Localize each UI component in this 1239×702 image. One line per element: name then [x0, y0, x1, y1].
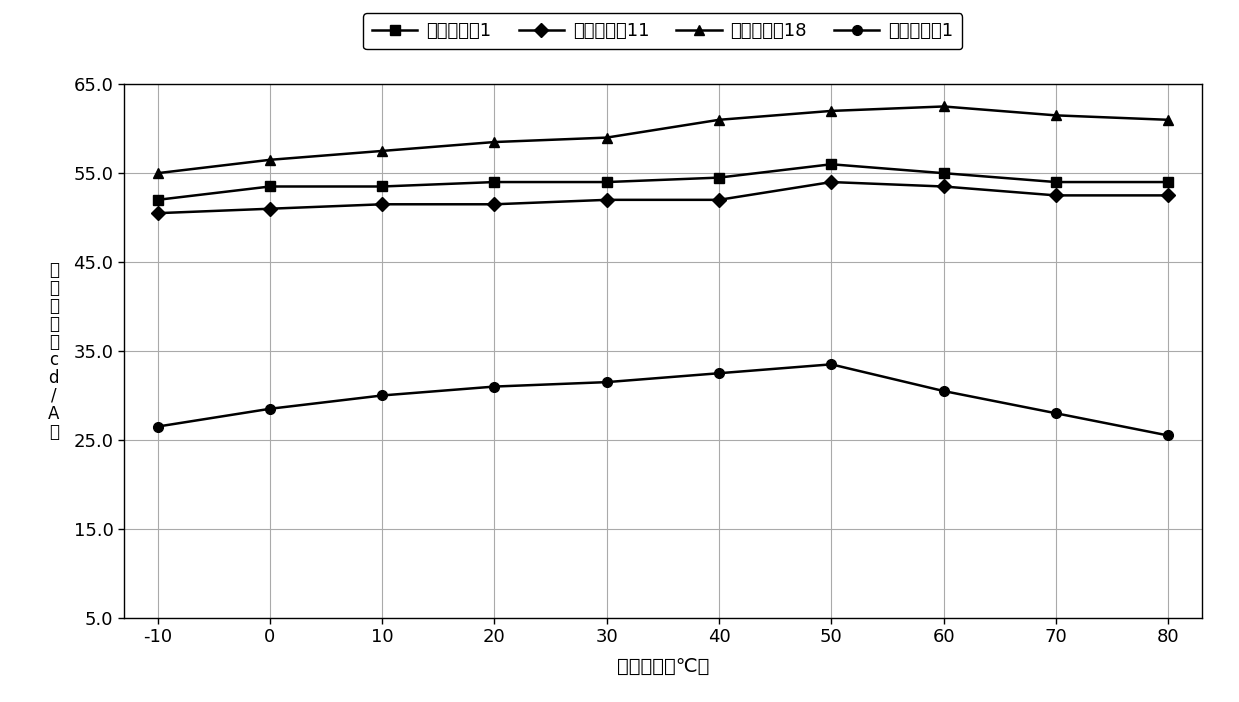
- 器件实施例1: [824, 160, 839, 168]
- 器件实施例18: [824, 107, 839, 115]
- 器件实施例18: [600, 133, 615, 142]
- 器件比较例1: [824, 360, 839, 369]
- 器件实施例18: [1048, 111, 1063, 119]
- 器件实施例1: [374, 183, 389, 191]
- Legend: 器件实施例1, 器件实施例11, 器件实施例18, 器件比较例1: 器件实施例1, 器件实施例11, 器件实施例18, 器件比较例1: [363, 13, 963, 49]
- 器件比较例1: [600, 378, 615, 386]
- 器件实施例1: [1048, 178, 1063, 186]
- 器件比较例1: [487, 383, 502, 391]
- 器件实施例18: [487, 138, 502, 146]
- 器件比较例1: [1161, 431, 1176, 439]
- Text: 电
流
效
率
（
c
d
/
A
）: 电 流 效 率 （ c d / A ）: [48, 261, 59, 441]
- 器件实施例1: [937, 169, 952, 178]
- 器件实施例11: [824, 178, 839, 186]
- 器件比较例1: [374, 391, 389, 399]
- 器件实施例18: [711, 116, 726, 124]
- X-axis label: 测量温度（℃）: 测量温度（℃）: [617, 657, 709, 676]
- 器件实施例11: [1048, 191, 1063, 199]
- 器件实施例11: [374, 200, 389, 208]
- 器件实施例1: [150, 196, 165, 204]
- Line: 器件比较例1: 器件比较例1: [152, 359, 1173, 440]
- 器件实施例11: [487, 200, 502, 208]
- 器件实施例1: [263, 183, 278, 191]
- 器件比较例1: [150, 423, 165, 431]
- 器件实施例18: [937, 102, 952, 111]
- 器件实施例11: [1161, 191, 1176, 199]
- 器件实施例18: [150, 169, 165, 178]
- Line: 器件实施例18: 器件实施例18: [152, 102, 1173, 178]
- Line: 器件实施例1: 器件实施例1: [152, 159, 1173, 205]
- Line: 器件实施例11: 器件实施例11: [152, 177, 1173, 218]
- 器件实施例11: [711, 196, 726, 204]
- 器件比较例1: [937, 387, 952, 395]
- 器件实施例11: [600, 196, 615, 204]
- 器件实施例18: [374, 147, 389, 155]
- 器件实施例18: [1161, 116, 1176, 124]
- 器件实施例11: [937, 183, 952, 191]
- 器件实施例11: [150, 209, 165, 218]
- 器件实施例1: [487, 178, 502, 186]
- 器件实施例1: [1161, 178, 1176, 186]
- 器件比较例1: [711, 369, 726, 378]
- 器件比较例1: [263, 404, 278, 413]
- 器件实施例1: [600, 178, 615, 186]
- 器件实施例1: [711, 173, 726, 182]
- 器件实施例11: [263, 204, 278, 213]
- 器件比较例1: [1048, 409, 1063, 418]
- 器件实施例18: [263, 156, 278, 164]
